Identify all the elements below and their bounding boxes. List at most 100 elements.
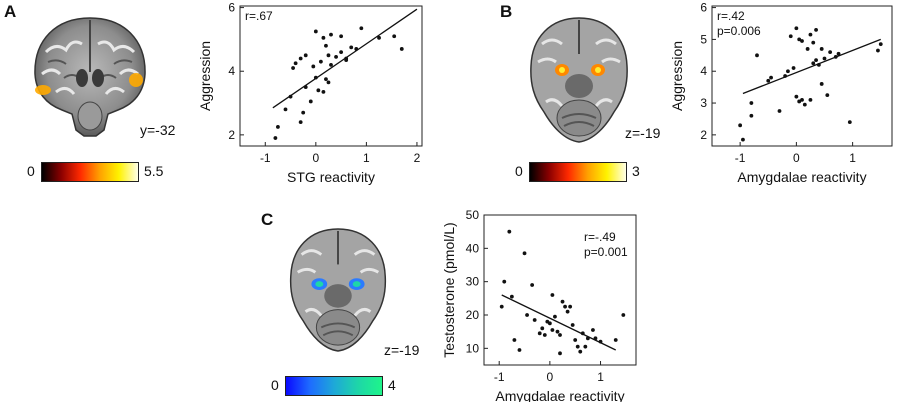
- panel-b-letter: B: [500, 2, 513, 21]
- chart-b-data-point: [811, 40, 816, 45]
- chart-b-data-point: [777, 109, 782, 113]
- chart-a-x-axis-label: STG reactivity: [287, 169, 375, 185]
- chart-c-data-point: [621, 313, 626, 317]
- chart-b-data-point: [822, 56, 827, 61]
- chart-b-data-point: [847, 120, 852, 125]
- chart-b-data-point: [878, 42, 883, 47]
- chart-b-data-point: [783, 74, 788, 78]
- chart-a-x-tick-label: -1: [260, 151, 271, 165]
- chart-c-y-tick-label: 30: [466, 275, 480, 289]
- chart-b-data-point: [814, 27, 818, 32]
- chart-b-data-point: [808, 32, 813, 37]
- chart-a-data-point: [324, 43, 328, 48]
- chart-a-data-point: [324, 77, 328, 82]
- chart-c-data-point: [499, 304, 504, 309]
- chart-b-data-point: [825, 93, 830, 97]
- chart-c-data-point: [598, 339, 603, 344]
- chart-a-data-point: [288, 94, 293, 99]
- panel-b-colorbar-max: 3: [632, 163, 640, 179]
- chart-c-data-point: [542, 333, 547, 337]
- panel-b-colorbar-min: 0: [515, 163, 523, 179]
- chart-a-data-point: [316, 88, 321, 93]
- chart-c-y-tick-label: 40: [466, 241, 480, 255]
- chart-a-y-tick-label: 6: [228, 1, 235, 15]
- chart-a-data-point: [349, 45, 354, 50]
- chart-b-data-point: [811, 61, 816, 66]
- chart-b-data-point: [805, 47, 810, 51]
- chart-a-data-point: [344, 58, 349, 62]
- chart-b-y-tick-label: 4: [700, 64, 707, 78]
- chart-b-data-point: [788, 34, 793, 39]
- chart-b-data-point: [755, 53, 759, 58]
- scatter-plot-b: -1 0 1 2 3 4 5 6 Amygdalae reactivity Aggression r…: [669, 1, 893, 185]
- chart-b-y-tick-label: 6: [700, 1, 707, 15]
- chart-a-data-point: [313, 75, 318, 80]
- chart-a-data-point: [303, 85, 308, 90]
- chart-b-y-axis-label: Aggression: [669, 41, 685, 111]
- chart-c-data-point: [591, 328, 595, 332]
- chart-a-data-point: [339, 50, 344, 55]
- chart-c-data-point: [568, 304, 573, 309]
- chart-a-data-point: [321, 90, 326, 94]
- chart-a-y-tick-label: 4: [228, 64, 235, 78]
- chart-c-plot-frame: [483, 214, 637, 366]
- chart-c-data-point: [555, 329, 560, 334]
- chart-a-data-point: [283, 107, 288, 112]
- chart-b-data-point: [828, 50, 833, 55]
- chart-b-plot-frame: [711, 5, 893, 147]
- chart-c-data-point: [570, 323, 575, 327]
- chart-b-data-point: [814, 58, 818, 62]
- chart-c-data-point: [575, 344, 580, 349]
- chart-c-data-point: [540, 326, 545, 331]
- chart-c-data-point: [512, 338, 517, 342]
- chart-b-stat-annotation: p=0.006: [717, 24, 761, 38]
- chart-b-stat-annotation: r=.42: [717, 9, 745, 23]
- chart-c-y-tick-label: 50: [466, 208, 480, 222]
- chart-c-data-point: [530, 283, 535, 287]
- chart-b-x-tick-label: 1: [849, 151, 856, 165]
- chart-c-data-point: [525, 313, 529, 317]
- chart-c-data-point: [507, 229, 512, 234]
- chart-c-x-tick-label: 0: [547, 370, 554, 384]
- chart-a-data-point: [326, 53, 331, 58]
- chart-a-data-point: [276, 125, 280, 129]
- panel-a-colorbar-max: 5.5: [144, 163, 164, 179]
- chart-b-x-axis-label: Amygdalae reactivity: [737, 169, 866, 185]
- chart-b-data-point: [794, 26, 799, 31]
- chart-c-data-point: [585, 336, 590, 341]
- chart-c-data-point: [583, 344, 588, 349]
- chart-b-data-point: [791, 66, 796, 70]
- chart-b-data-point: [833, 55, 838, 59]
- chart-a-data-point: [326, 80, 331, 85]
- panel-b-slice-label: z=-19: [625, 125, 661, 141]
- chart-a-data-point: [313, 29, 318, 34]
- scatter-plot-a: -1 0 1 2 2 4 6 STG reactivity Aggression r=.67: [197, 1, 423, 185]
- chart-b-data-point: [794, 94, 799, 99]
- activation-blob-right: [129, 73, 143, 87]
- chart-c-data-point: [550, 293, 555, 297]
- panel-b-colorbar: [529, 162, 627, 182]
- chart-b-data-point: [766, 78, 771, 83]
- chart-c-regression-line: [501, 294, 617, 351]
- chart-b-data-point: [808, 97, 813, 102]
- chart-a-data-point: [339, 34, 344, 39]
- chart-a-data-point: [308, 99, 313, 104]
- chart-a-x-tick-label: 2: [414, 151, 421, 165]
- chart-b-regression-line: [742, 38, 881, 95]
- panel-a-colorbar: [41, 162, 139, 182]
- chart-b-data-point: [800, 39, 804, 43]
- chart-a-data-point: [318, 59, 323, 64]
- chart-c-data-point: [553, 314, 557, 319]
- chart-b-data-point: [797, 37, 802, 42]
- panel-c-colorbar-min: 0: [271, 377, 279, 393]
- chart-a-data-point: [329, 32, 333, 37]
- chart-c-data-point: [593, 336, 598, 341]
- chart-c-x-tick-label: 1: [597, 370, 604, 384]
- chart-b-y-tick-label: 5: [700, 32, 707, 46]
- chart-a-data-point: [399, 47, 404, 51]
- chart-b-data-point: [819, 47, 824, 51]
- chart-a-data-point: [334, 55, 338, 59]
- chart-c-data-point: [558, 351, 562, 356]
- chart-b-data-point: [836, 51, 841, 56]
- panel-a-colorbar-min: 0: [27, 163, 35, 179]
